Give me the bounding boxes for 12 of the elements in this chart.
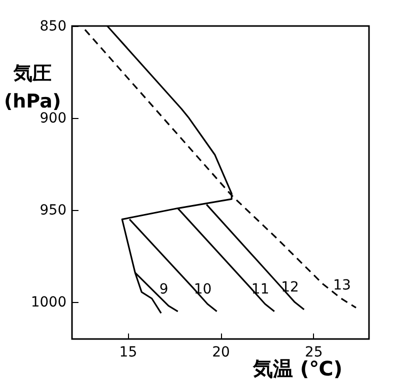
series-label: 12 bbox=[281, 280, 299, 296]
series-label: 10 bbox=[194, 281, 212, 298]
x-tick-label: 20 bbox=[212, 344, 230, 360]
series-label: 9 bbox=[159, 281, 168, 298]
y-tick-label: 1000 bbox=[30, 294, 66, 311]
y-axis-title: 気圧 (hPa) bbox=[4, 62, 62, 112]
series-label: 11 bbox=[251, 281, 270, 298]
y-tick-label: 900 bbox=[40, 110, 66, 127]
x-tick-label: 15 bbox=[119, 344, 138, 360]
y-tick-label: 950 bbox=[40, 202, 66, 219]
series-label: 13 bbox=[333, 278, 351, 294]
y-tick-label: 850 bbox=[40, 18, 66, 34]
